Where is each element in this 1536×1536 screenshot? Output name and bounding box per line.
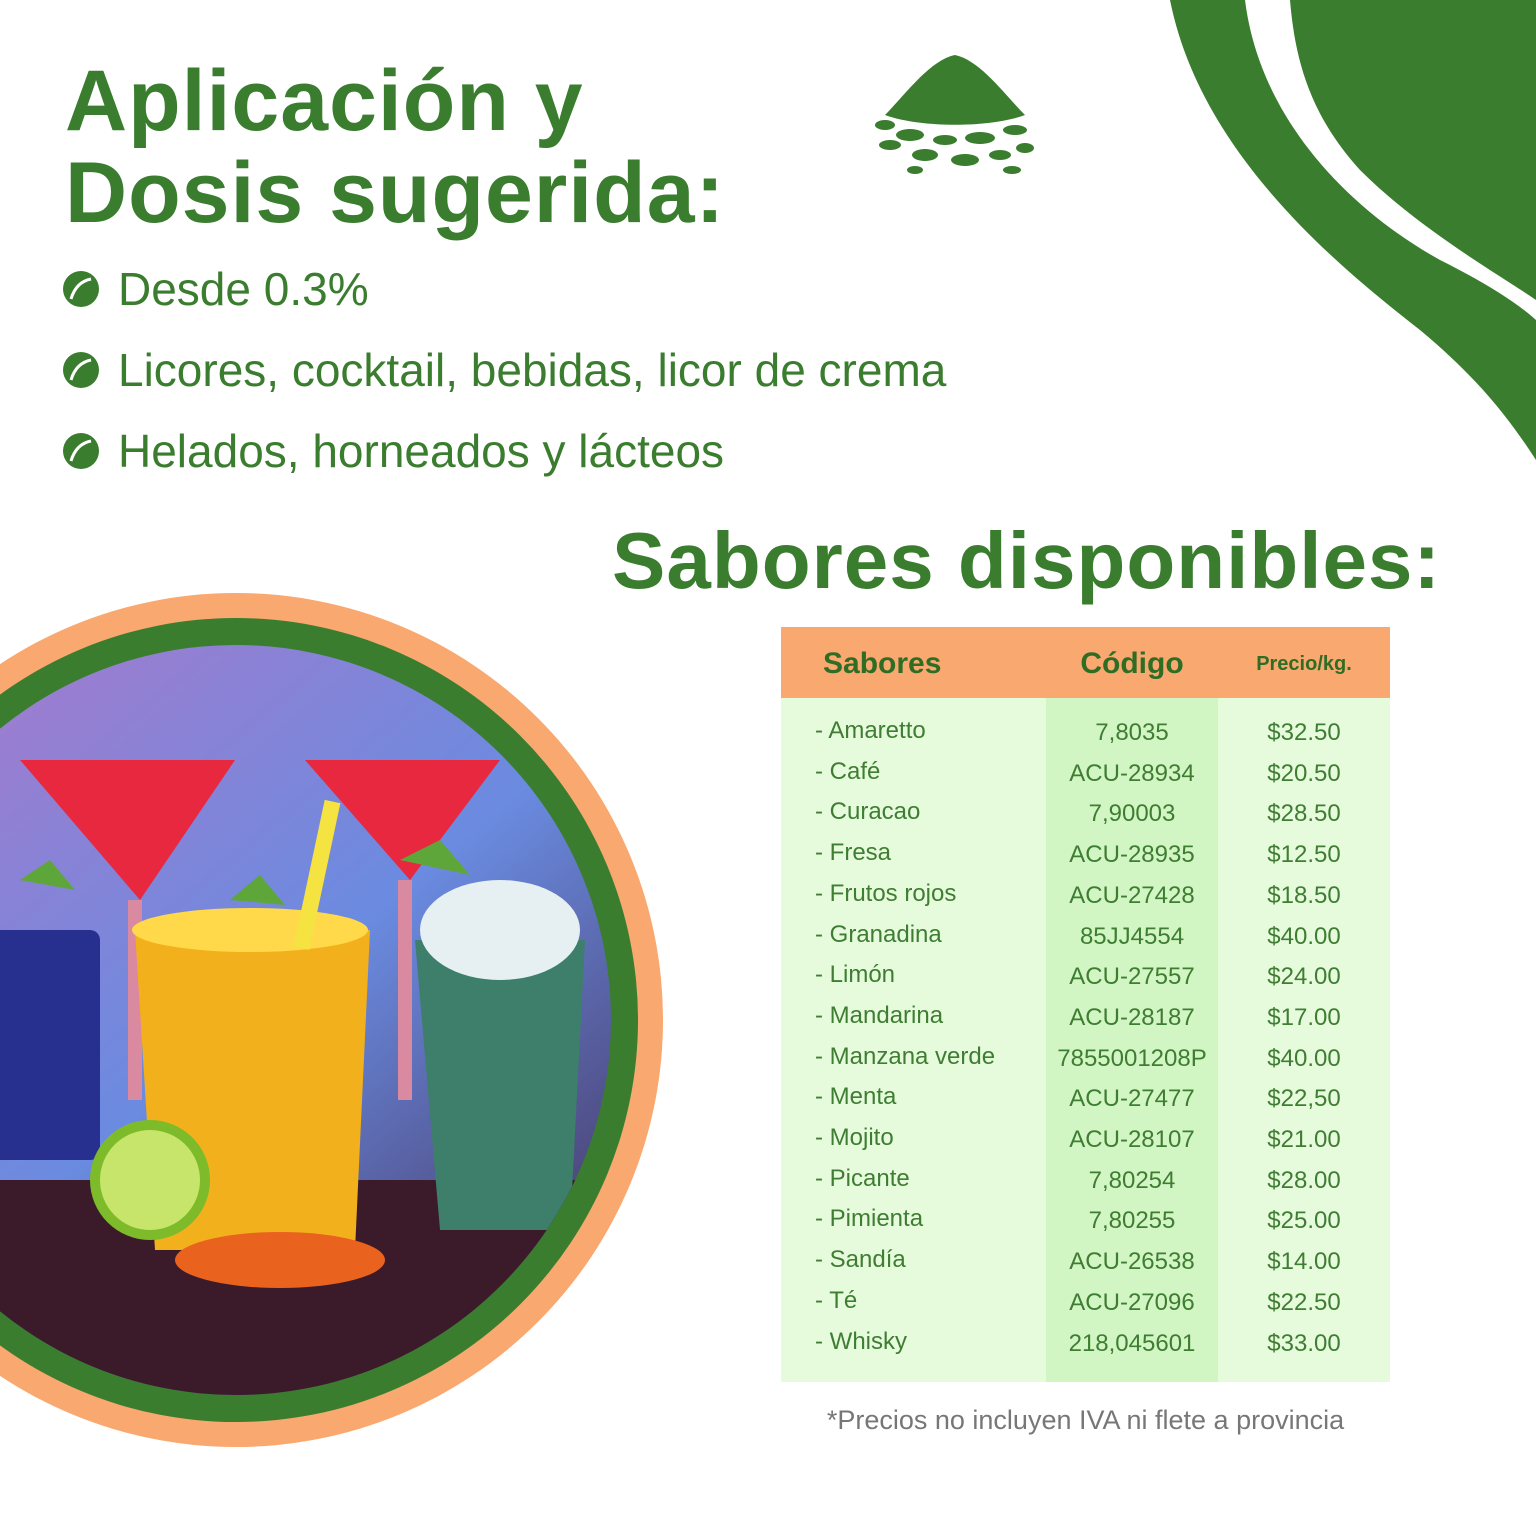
header-cell: Sabores: [823, 647, 942, 680]
price-cell: $25.00: [1267, 1207, 1341, 1235]
code-cell: 7,8035: [1095, 719, 1169, 746]
code-cell: 7,90003: [1088, 800, 1176, 828]
header-cell: Código: [1080, 647, 1184, 680]
bullet-text: Desde 0.3%: [118, 263, 369, 315]
bullet-item: Desde 0.3%: [62, 259, 369, 319]
title-line: Aplicación y: [65, 53, 584, 149]
flavor-cell: - Sandía: [815, 1246, 906, 1274]
cocktail-photo: [0, 645, 611, 1395]
corner-swoosh: [1170, 0, 1536, 460]
code-cell: 85JJ4554: [1079, 922, 1185, 950]
price-cell: $40.00: [1267, 922, 1341, 950]
price-table: Sabores Código Precio/kg. - Amaretto 7,80…: [781, 627, 1390, 1382]
flavor-cell: - Frutos rojos: [815, 879, 957, 907]
price-cell: $33.00: [1267, 1329, 1341, 1357]
code-cell: 7,80255: [1088, 1207, 1176, 1235]
price-cell: $40.00: [1267, 1044, 1341, 1072]
flavor-cell: - Mandarina: [815, 1001, 944, 1029]
footnote: *Precios no incluyen IVA ni flete a prov…: [826, 1405, 1345, 1435]
bullet-text: Helados, horneados y lácteos: [118, 425, 725, 477]
code-cell: ACU-27428: [1069, 881, 1195, 909]
price-cell: $12.50: [1267, 841, 1341, 869]
swoosh-stripe: [1245, 0, 1536, 320]
flavor-cell: - Limón: [815, 961, 896, 989]
flavor-cell: - Amaretto: [815, 717, 926, 744]
price-cell: $22.50: [1267, 1288, 1341, 1316]
code-cell: ACU-27477: [1069, 1085, 1195, 1113]
table-header: Sabores Código Precio/kg.: [781, 627, 1390, 698]
flavor-cell: - Manzana verde: [815, 1042, 996, 1070]
price-cell: $32.50: [1267, 719, 1341, 746]
code-cell: 218,045601: [1068, 1329, 1196, 1357]
code-cell: 7855001208P: [1057, 1044, 1207, 1072]
code-cell: ACU-28187: [1069, 1003, 1195, 1031]
flavor-cell: - Curacao: [815, 798, 921, 826]
code-column-bg: [1046, 698, 1218, 1382]
flavor-cell: - Fresa: [815, 839, 892, 867]
header-cell: Precio/kg.: [1256, 653, 1352, 675]
flavor-cell: - Menta: [815, 1083, 897, 1111]
price-cell: $20.50: [1267, 759, 1341, 787]
title-line: Dosis sugerida:: [65, 145, 726, 241]
bullet-item: Licores, cocktail, bebidas, licor de cre…: [62, 340, 946, 400]
code-cell: ACU-28935: [1069, 841, 1195, 869]
code-cell: ACU-26538: [1069, 1248, 1195, 1276]
price-cell: $18.50: [1267, 881, 1341, 909]
bullet-item: Helados, horneados y lácteos: [62, 421, 724, 481]
price-cell: $14.00: [1267, 1248, 1341, 1276]
code-cell: ACU-28934: [1069, 759, 1195, 787]
price-cell: $17.00: [1267, 1003, 1341, 1031]
price-cell: $21.00: [1267, 1126, 1341, 1153]
powder-icon: [875, 55, 1034, 174]
price-cell: $22,50: [1267, 1085, 1341, 1113]
section-title: Sabores disponibles:: [612, 516, 1442, 605]
price-cell: $24.00: [1267, 963, 1341, 991]
bullet-text: Licores, cocktail, bebidas, licor de cre…: [118, 344, 947, 396]
flavor-cell: - Pimienta: [815, 1205, 924, 1233]
code-cell: 7,80254: [1088, 1166, 1176, 1194]
code-cell: ACU-27096: [1069, 1288, 1195, 1316]
flavor-cell: - Picante: [815, 1164, 910, 1192]
flavor-cell: - Café: [815, 757, 881, 785]
code-cell: ACU-27557: [1069, 963, 1195, 991]
leaf-icon: [63, 271, 99, 307]
leaf-icon: [63, 352, 99, 388]
flavor-cell: - Té: [815, 1286, 858, 1314]
flavor-cell: - Granadina: [815, 920, 942, 948]
code-cell: ACU-28107: [1069, 1126, 1195, 1153]
flavor-cell: - Whisky: [815, 1327, 907, 1355]
price-cell: $28.00: [1267, 1166, 1341, 1194]
leaf-icon: [63, 433, 99, 469]
price-cell: $28.50: [1267, 800, 1341, 828]
flavor-cell: - Mojito: [815, 1124, 894, 1151]
